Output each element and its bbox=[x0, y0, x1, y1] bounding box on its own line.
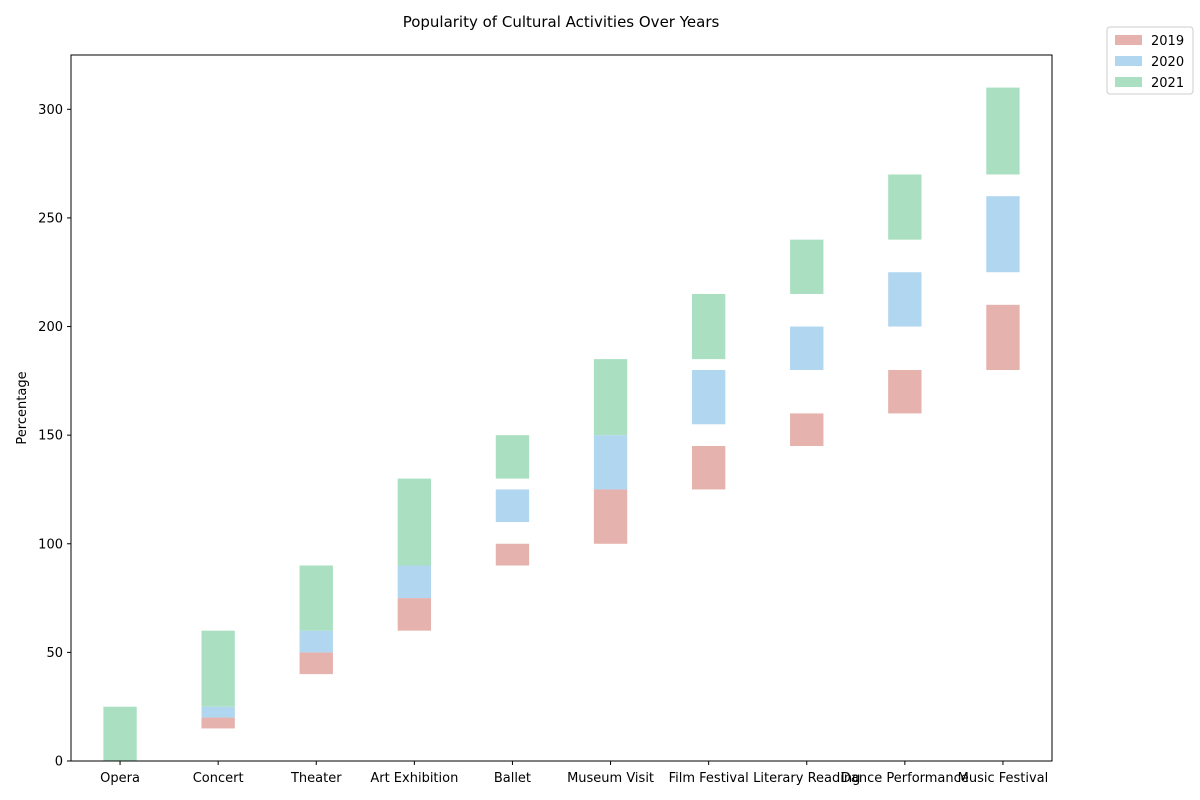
y-axis-label: Percentage bbox=[15, 371, 30, 444]
bar-2020-literary-reading bbox=[790, 326, 824, 370]
x-tick-label: Theater bbox=[290, 771, 342, 786]
y-tick-label: 0 bbox=[55, 755, 63, 770]
legend-label-2019: 2019 bbox=[1151, 34, 1184, 49]
x-tick-label: Film Festival bbox=[669, 771, 749, 786]
bar-2019-theater bbox=[299, 652, 333, 675]
bar-2020-concert bbox=[201, 706, 235, 718]
legend-swatch-2021 bbox=[1115, 77, 1142, 87]
x-tick-label: Art Exhibition bbox=[370, 771, 458, 786]
bar-2019-music-festival bbox=[986, 304, 1020, 370]
legend-label-2021: 2021 bbox=[1151, 76, 1184, 91]
x-tick-label: Dance Performance bbox=[841, 771, 969, 786]
chart-title: Popularity of Cultural Activities Over Y… bbox=[403, 13, 720, 31]
bar-2019-dance-performance bbox=[888, 369, 922, 414]
x-tick-label: Museum Visit bbox=[567, 771, 654, 786]
x-tick-label: Literary Reading bbox=[753, 771, 860, 786]
bar-2021-literary-reading bbox=[790, 239, 824, 294]
bar-2019-ballet bbox=[495, 543, 530, 566]
legend-label-2020: 2020 bbox=[1151, 55, 1184, 70]
axes-layer: 0 50 100 150 200 250 300 Opera Concert Theater Art… bbox=[38, 54, 1053, 786]
bar-2021-art-exhibition bbox=[397, 478, 432, 566]
x-tick-label: Concert bbox=[193, 771, 244, 786]
bar-2020-art-exhibition bbox=[397, 565, 432, 599]
bar-2019-film-festival bbox=[691, 446, 726, 490]
plot-frame bbox=[70, 54, 1053, 762]
bar-2019-art-exhibition bbox=[397, 598, 432, 631]
bar-2020-ballet bbox=[495, 489, 530, 523]
bar-2021-dance-performance bbox=[888, 174, 922, 240]
bar-2019-literary-reading bbox=[790, 413, 824, 447]
bar-2020-dance-performance bbox=[888, 272, 922, 327]
bar-2021-concert bbox=[201, 630, 235, 707]
bar-2020-music-festival bbox=[986, 196, 1020, 273]
bar-2021-museum-visit bbox=[593, 359, 628, 436]
bar-2021-opera bbox=[103, 706, 137, 761]
y-tick-label: 50 bbox=[46, 646, 63, 661]
bar-2020-theater bbox=[299, 630, 333, 653]
bar-2021-music-festival bbox=[986, 87, 1020, 175]
y-tick-label: 300 bbox=[38, 103, 63, 118]
legend-swatch-2019 bbox=[1115, 35, 1142, 45]
bar-2021-theater bbox=[299, 565, 333, 631]
bars-layer bbox=[103, 87, 1020, 761]
bar-2020-film-festival bbox=[691, 369, 726, 425]
x-tick-label: Music Festival bbox=[958, 771, 1049, 786]
bar-2021-film-festival bbox=[691, 293, 726, 360]
y-tick-label: 100 bbox=[38, 537, 63, 552]
x-tick-label: Opera bbox=[100, 771, 140, 786]
bar-2021-ballet bbox=[495, 435, 530, 479]
bar-2020-museum-visit bbox=[593, 435, 628, 490]
y-tick-label: 250 bbox=[38, 211, 63, 226]
x-tick-label: Ballet bbox=[494, 771, 531, 786]
bar-2019-concert bbox=[201, 717, 235, 729]
y-tick-label: 200 bbox=[38, 320, 63, 335]
legend-swatch-2020 bbox=[1115, 56, 1142, 66]
bar-2019-museum-visit bbox=[593, 489, 628, 544]
legend: 2019 2020 2021 bbox=[1106, 26, 1194, 95]
y-tick-label: 150 bbox=[38, 429, 63, 444]
